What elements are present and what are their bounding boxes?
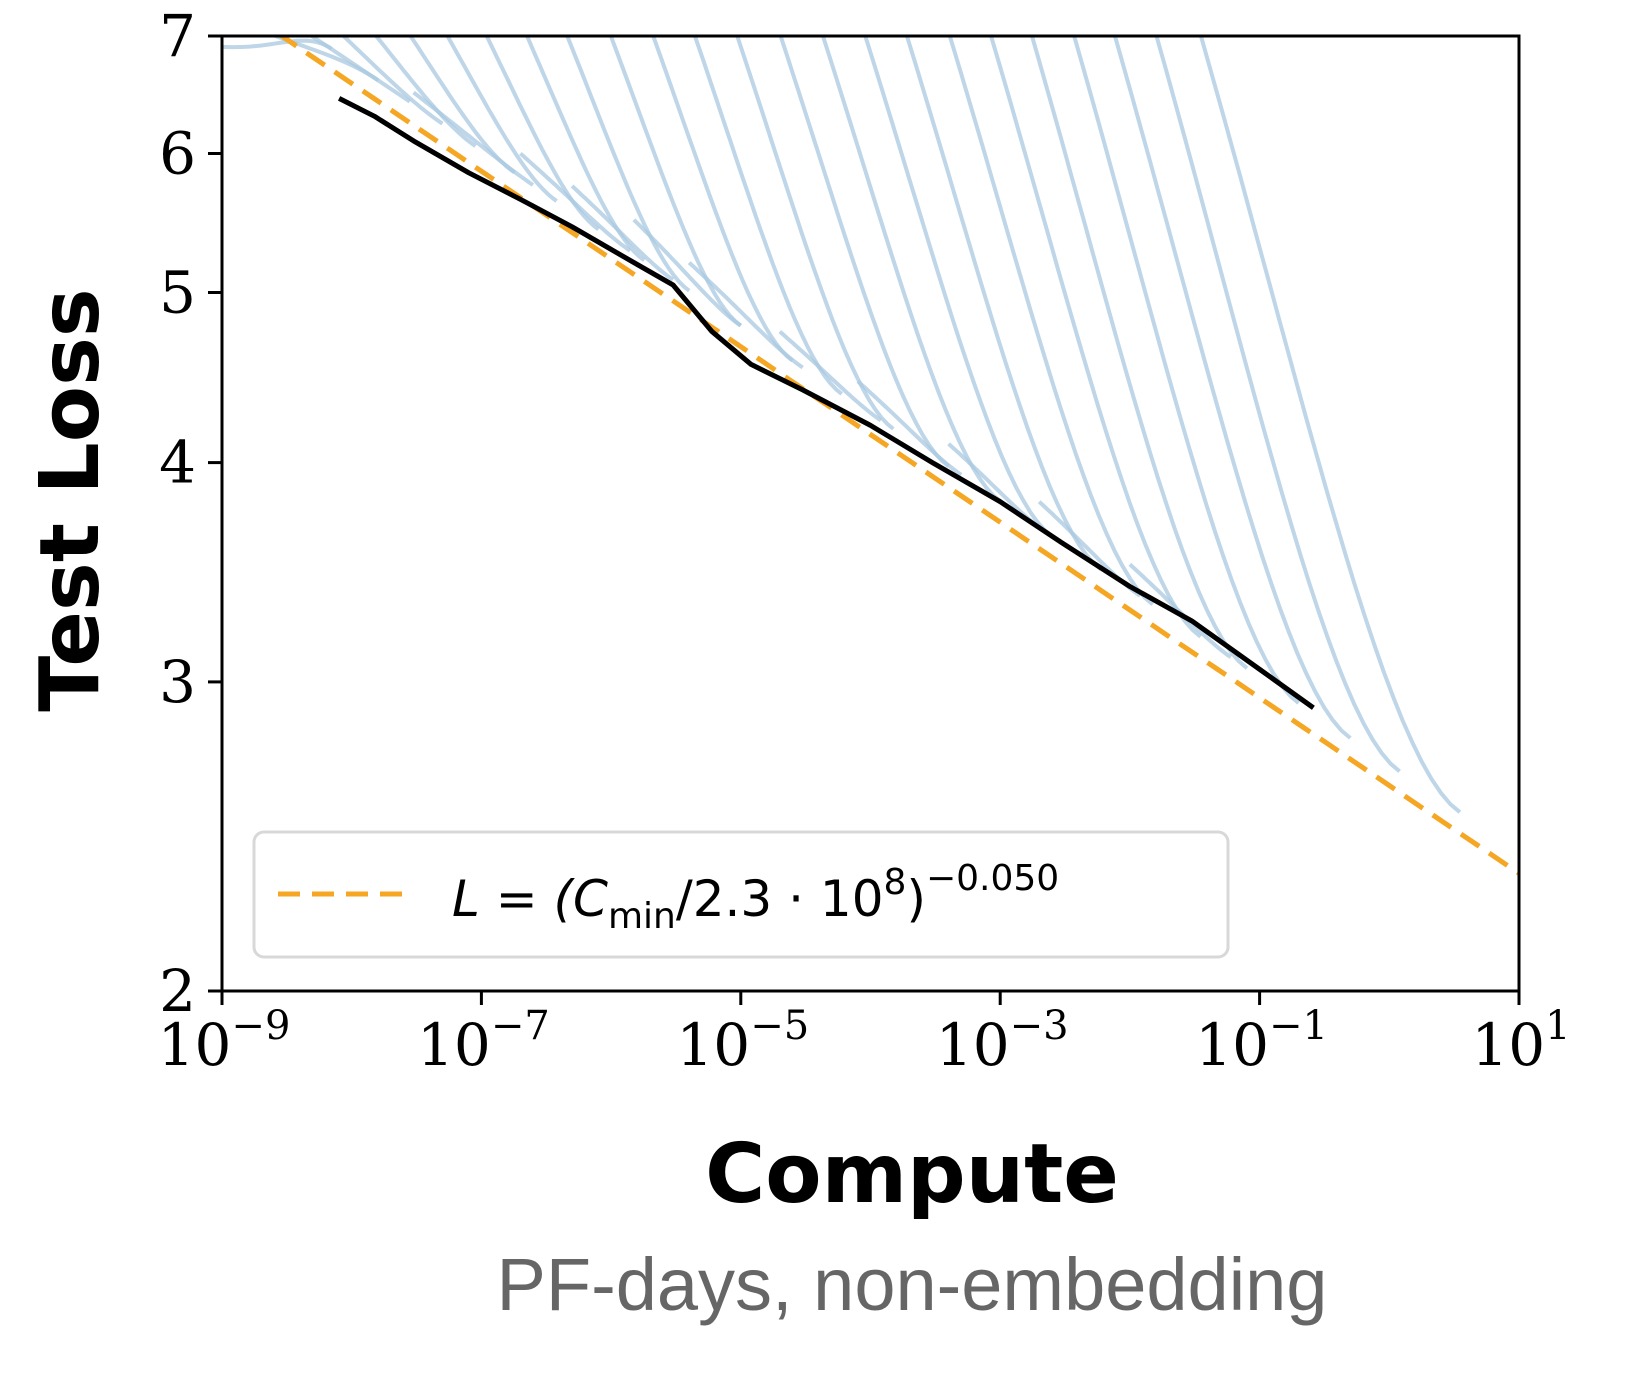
training-run-line bbox=[820, 36, 1002, 503]
training-run-line bbox=[1198, 36, 1462, 814]
training-run-line bbox=[651, 36, 794, 363]
training-run-line bbox=[408, 36, 516, 175]
x-tick-label: 10−1 bbox=[1195, 1003, 1328, 1079]
legend-label-main: L = (C bbox=[452, 870, 608, 928]
training-run-line bbox=[778, 330, 882, 423]
training-run-line bbox=[524, 36, 646, 262]
x-tick-label: 10−7 bbox=[417, 1003, 550, 1079]
training-run-line bbox=[778, 36, 950, 468]
training-run-line bbox=[373, 36, 477, 148]
training-run-line bbox=[412, 90, 535, 187]
power-law-fit bbox=[277, 36, 1519, 876]
training-run-line bbox=[632, 218, 742, 328]
training-run-line bbox=[565, 36, 691, 293]
legend: L = (Cmin/2.3 · 108)−0.050 bbox=[252, 830, 1230, 959]
training-run-line bbox=[608, 36, 743, 328]
y-tick-label: 5 bbox=[159, 258, 196, 326]
training-run-line bbox=[445, 36, 558, 203]
training-run-line bbox=[519, 151, 632, 253]
y-tick-label: 6 bbox=[159, 120, 196, 188]
compute-efficient-frontier bbox=[337, 96, 1315, 710]
training-run-line bbox=[856, 379, 963, 477]
y-tick-label: 7 bbox=[159, 2, 196, 70]
frontier-line bbox=[337, 96, 1315, 710]
x-tick-label: 10−5 bbox=[676, 1003, 809, 1079]
training-run-line bbox=[863, 36, 1054, 538]
training-run-line bbox=[222, 38, 333, 51]
x-axis-ticks: 10−9 10−7 10−5 10−3 10−1 101 bbox=[158, 991, 1571, 1079]
training-run-line bbox=[735, 36, 895, 431]
x-tick-label: 10−9 bbox=[158, 1003, 291, 1079]
legend-label-mid: /2.3 · 10 bbox=[676, 870, 884, 928]
x-tick-label: 10−3 bbox=[936, 1003, 1069, 1079]
plot-frame bbox=[220, 34, 1521, 993]
training-run-line bbox=[947, 36, 1154, 606]
training-run-line bbox=[1154, 36, 1401, 773]
legend-label-close: ) bbox=[906, 870, 926, 928]
training-run-line bbox=[340, 36, 444, 126]
training-run-line bbox=[308, 36, 411, 104]
training-run-line bbox=[269, 36, 380, 82]
training-run-line bbox=[1029, 36, 1249, 670]
training-run-line bbox=[1072, 36, 1300, 705]
legend-label: L = (Cmin/2.3 · 108)−0.050 bbox=[452, 858, 1059, 937]
training-run-line bbox=[687, 261, 804, 370]
y-axis-title: Test Loss bbox=[23, 288, 118, 711]
x-tick-label: 101 bbox=[1471, 1003, 1570, 1079]
y-tick-label: 3 bbox=[159, 648, 196, 716]
training-run-line bbox=[988, 36, 1202, 639]
x-axis-title: Compute bbox=[705, 1127, 1119, 1222]
y-tick-label: 2 bbox=[159, 957, 196, 1025]
training-runs bbox=[222, 36, 1462, 814]
training-run-line bbox=[692, 36, 843, 396]
legend-label-sub: min bbox=[608, 896, 676, 937]
y-tick-label: 4 bbox=[159, 429, 196, 497]
training-run-line bbox=[570, 184, 675, 282]
y-axis-ticks: 2 3 4 5 6 7 bbox=[159, 2, 222, 1025]
legend-box bbox=[252, 830, 1230, 959]
legend-label-sup1: 8 bbox=[884, 862, 907, 903]
training-run-line bbox=[1112, 36, 1352, 740]
fit-dashed-line bbox=[277, 36, 1519, 876]
x-axis-subtitle: PF-days, non-embedding bbox=[497, 1243, 1328, 1326]
legend-label-exponent: −0.050 bbox=[926, 858, 1059, 899]
training-run-line bbox=[904, 36, 1103, 572]
